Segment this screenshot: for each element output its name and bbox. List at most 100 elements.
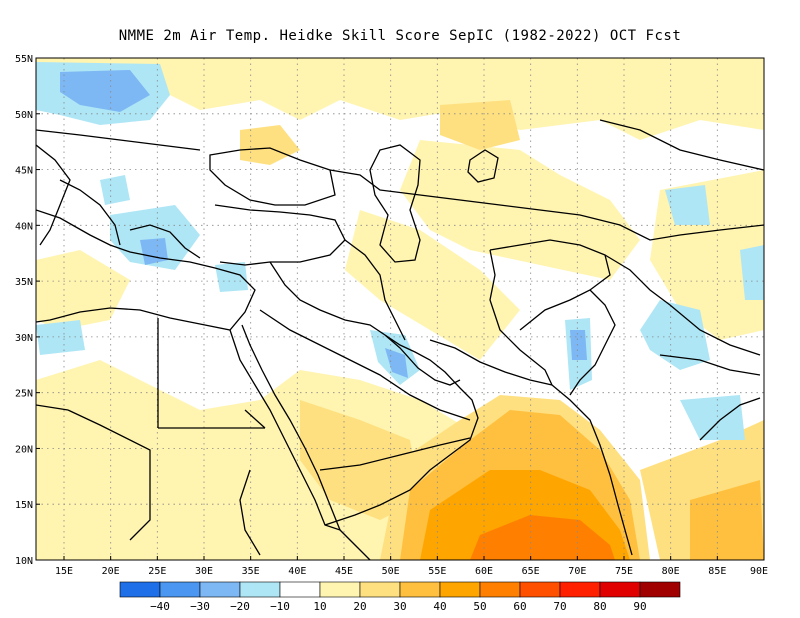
lat-label: 15N xyxy=(15,500,33,511)
colorbar-label: 50 xyxy=(473,600,486,613)
field-neg-greece xyxy=(110,205,200,270)
field-neg-pakistan-mid xyxy=(570,330,587,360)
lon-label: 65E xyxy=(522,566,540,577)
field-pos-iran xyxy=(440,100,520,150)
colorbar-swatch xyxy=(319,581,361,598)
lat-label: 10N xyxy=(15,556,33,567)
field-pos-africa-north xyxy=(36,250,130,330)
lat-label: 25N xyxy=(15,389,33,400)
border-china-mongolia xyxy=(599,119,764,171)
colorbar-swatch xyxy=(439,581,481,598)
colorbar-label: 70 xyxy=(553,600,566,613)
coast-aral xyxy=(467,149,499,183)
lon-label: 60E xyxy=(475,566,493,577)
colorbar-swatch xyxy=(519,581,561,598)
lon-label: 75E xyxy=(615,566,633,577)
colorbar-label: 90 xyxy=(633,600,646,613)
colorbar-label: 60 xyxy=(513,600,526,613)
longitude-labels: 15E 20E 25E 30E 35E 40E 45E 50E 55E 60E 65E 70E 75E 8… xyxy=(55,556,768,577)
lat-label: 35N xyxy=(15,277,33,288)
lat-label: 30N xyxy=(15,333,33,344)
coast-adriatic xyxy=(59,179,121,246)
colorbar-swatch xyxy=(599,581,641,598)
field-pos-arabian-sea-4 xyxy=(470,515,615,560)
lon-label: 90E xyxy=(750,566,768,577)
colorbar-swatch xyxy=(159,581,201,598)
map-title: NMME 2m Air Temp. Heidke Skill Score Sep… xyxy=(118,28,682,44)
lon-label: 30E xyxy=(195,566,213,577)
lon-label: 55E xyxy=(428,566,446,577)
skill-field xyxy=(36,58,764,560)
border-russia xyxy=(36,129,201,151)
field-pos-mid xyxy=(300,400,420,520)
colorbar-label: 30 xyxy=(393,600,406,613)
colorbar-label: −10 xyxy=(270,600,290,613)
field-pos-se2 xyxy=(690,480,764,560)
lon-label: 25E xyxy=(148,566,166,577)
lat-label: 50N xyxy=(15,110,33,121)
field-neg-libya xyxy=(36,320,85,355)
field-pos-north xyxy=(36,58,764,140)
graticule xyxy=(36,58,764,560)
lon-label: 85E xyxy=(708,566,726,577)
border-pak-india xyxy=(569,289,616,396)
border-saudi-yemen xyxy=(319,437,471,471)
coast-arabia xyxy=(324,334,479,526)
border-india-china xyxy=(604,254,761,356)
field-neg-balkan xyxy=(100,175,130,205)
coast-aegean xyxy=(129,224,201,259)
lat-label: 20N xyxy=(15,444,33,455)
lon-label: 40E xyxy=(288,566,306,577)
colorbar-swatch xyxy=(239,581,281,598)
lon-label: 45E xyxy=(335,566,353,577)
coast-persian-gulf xyxy=(384,334,461,386)
lon-label: 20E xyxy=(102,566,120,577)
colorbar-swatch xyxy=(639,581,681,598)
lon-label: 15E xyxy=(55,566,73,577)
coast-india xyxy=(551,384,633,556)
colorbar-label: 40 xyxy=(433,600,446,613)
colorbar-swatch xyxy=(359,581,401,598)
field-neg-turkey xyxy=(215,262,248,292)
colorbar-swatch xyxy=(479,581,521,598)
border-egypt-sudan xyxy=(244,409,266,429)
coast-bay-bengal xyxy=(699,397,761,441)
coast-iran-south xyxy=(429,339,553,386)
border-syria-iraq xyxy=(269,261,386,336)
lat-label: 40N xyxy=(15,221,33,232)
colorbar-label: −20 xyxy=(230,600,250,613)
border-iran-east xyxy=(489,249,553,386)
coast-caspian xyxy=(369,144,421,263)
plot-frame xyxy=(35,57,765,561)
colorbar-swatch xyxy=(199,581,241,598)
colorbar-label: 10 xyxy=(313,600,326,613)
colorbar-label: −40 xyxy=(150,600,170,613)
colorbar-swatch xyxy=(559,581,601,598)
coast-italy xyxy=(36,144,71,246)
latitude-labels: 55N 50N 45N 40N 35N 30N 25N 20N 15N 10N xyxy=(15,54,40,567)
colorbar: −40 −30 −20 −10 10 20 30 40 50 60 70 80 90 xyxy=(119,581,681,613)
coast-tibet-lake xyxy=(659,354,761,376)
field-neg-poland-mid xyxy=(60,70,150,112)
field-pos-central2 xyxy=(345,210,520,360)
colorbar-swatch xyxy=(119,581,161,598)
colorbar-label: 20 xyxy=(353,600,366,613)
lon-label: 50E xyxy=(382,566,400,577)
border-afghan xyxy=(489,239,611,331)
coast-black-sea xyxy=(209,147,336,206)
coast-med-north xyxy=(36,209,256,331)
field-neg-mid xyxy=(640,300,710,370)
border-africa-west xyxy=(36,404,69,411)
colorbar-swatch xyxy=(399,581,441,598)
field-pos-baltic xyxy=(240,125,300,165)
border-iran xyxy=(344,239,406,341)
border-kazakh xyxy=(329,169,764,241)
colorbar-swatch xyxy=(279,581,321,598)
lon-label: 80E xyxy=(662,566,680,577)
colorbar-label: −30 xyxy=(190,600,210,613)
border-ethiopia xyxy=(239,469,261,556)
coast-africa-east xyxy=(339,529,371,560)
border-chad xyxy=(67,409,151,541)
field-neg-east xyxy=(740,245,764,300)
